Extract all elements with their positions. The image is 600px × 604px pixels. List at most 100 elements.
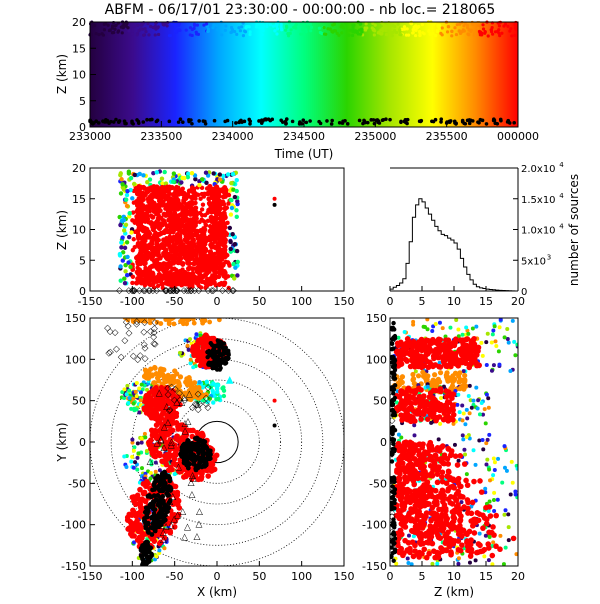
plan-view-point: [143, 435, 147, 439]
x-z-panel: ◇◇◇◇◇◇◇◇◇◇◇◇◇◇◇◇◇◇◇◇◇◇◇◇◇◇◇◇◇◇◇◇◇◇◇◇◇◇◇◇…: [55, 162, 355, 308]
x-z-point: [160, 185, 165, 190]
x-z-point: [123, 246, 127, 250]
plan-view-point: [200, 439, 205, 444]
z-y-point: [467, 394, 471, 398]
x-z-point: [120, 235, 124, 239]
time-height-point: [363, 121, 367, 125]
x-z-point: [147, 244, 152, 249]
z-y-point: [426, 385, 430, 389]
plan-view-marker: △: [196, 507, 203, 517]
x-z-point: [119, 191, 123, 195]
x-z-point: [165, 229, 170, 234]
plan-view-point: [143, 311, 148, 316]
x-z-point: [130, 196, 134, 200]
time-height-point: [498, 24, 501, 27]
plan-view-point: [180, 437, 186, 443]
x-z-point: [228, 226, 232, 230]
x-z-point: [150, 256, 155, 261]
time-height-point: [514, 21, 517, 24]
plan-view-point: [142, 374, 147, 379]
z-y-point: [512, 340, 516, 344]
x-z-point: [133, 173, 137, 177]
z-y-point: [465, 352, 471, 358]
x-z-point: [147, 202, 152, 207]
z-y-point: [491, 329, 495, 333]
time-height-point: [481, 23, 484, 26]
x-z-point: [273, 203, 277, 207]
z-y-point: [417, 345, 423, 351]
plan-view-marker: △: [161, 422, 168, 432]
x-z-point: [213, 200, 218, 205]
x-z-point: [158, 255, 163, 260]
plan-view-point: [213, 355, 217, 359]
plan-view-point: [190, 312, 195, 317]
x-z-point: [171, 180, 175, 184]
z-y-point: [470, 406, 474, 410]
x-z-point: [180, 205, 185, 210]
x-z-point: [157, 232, 162, 237]
plan-view-point: [149, 476, 153, 480]
x-z-point: [188, 217, 193, 222]
time-height-point: [193, 23, 196, 26]
x-z-point: [145, 275, 150, 280]
time-height-point: [235, 33, 238, 36]
plan-view-point: [200, 432, 206, 438]
histogram-ylabel: number of sources: [567, 174, 581, 286]
x-z-point: [200, 252, 205, 257]
plan-view-point: [194, 332, 198, 336]
plan-view-marker: ◇: [151, 324, 158, 334]
z-y-point: [406, 338, 412, 344]
histogram-frame: [390, 168, 518, 291]
plan-view-point: [198, 459, 203, 464]
plan-view-point: [151, 514, 156, 519]
plan-view-point: [154, 470, 158, 474]
x-z-point: [119, 177, 123, 181]
time-height-point: [166, 24, 169, 27]
x-z-point: [173, 253, 178, 258]
histogram-xtick-label: 10: [447, 295, 461, 308]
z-y-point: [409, 358, 415, 364]
x-z-point: [188, 212, 193, 217]
time-height-point: [117, 29, 120, 32]
time-height-point: [179, 117, 183, 121]
plan-view-point: [222, 394, 226, 398]
time-height-point: [240, 25, 243, 28]
time-height-point: [446, 30, 449, 33]
plan-view-point: [215, 390, 219, 394]
x-z-point: [190, 171, 194, 175]
z-y-point: [436, 337, 442, 343]
time-height-point: [146, 22, 149, 25]
plan-view-point: [131, 533, 137, 539]
plan-view-point: [168, 465, 174, 471]
z-y-point: [400, 374, 405, 379]
plan-view-point: [153, 410, 158, 415]
z-y-point: [429, 362, 435, 368]
z-y-point: [485, 393, 489, 397]
plan-view-point: [210, 467, 216, 473]
x-z-point: [171, 260, 176, 265]
plan-view-point: [186, 438, 191, 443]
z-y-point: [418, 359, 424, 365]
time-height-point: [181, 120, 185, 124]
time-height-ytick-label: 0: [79, 121, 86, 134]
time-height-ytick-label: 15: [72, 42, 86, 55]
z-y-point: [515, 343, 519, 347]
time-height-point: [317, 120, 321, 124]
histogram-line: [390, 199, 518, 291]
time-height-point: [265, 25, 268, 28]
plan-view-marker: ◇: [141, 340, 148, 350]
plan-view-point: [135, 468, 139, 472]
x-z-point: [212, 216, 217, 221]
plan-view-xtick-label: 50: [252, 570, 266, 583]
x-z-point: [200, 261, 205, 266]
plan-view-marker: △: [182, 456, 189, 466]
plan-view-point: [206, 448, 211, 453]
plan-view-point: [166, 455, 172, 461]
x-z-point: [168, 222, 173, 227]
time-height-point: [504, 23, 507, 26]
time-height-point: [418, 34, 421, 37]
plan-view-point: [210, 366, 214, 370]
plan-view-xtick-label: -100: [120, 570, 145, 583]
x-z-point: [176, 245, 181, 250]
plan-view-point: [155, 375, 160, 380]
